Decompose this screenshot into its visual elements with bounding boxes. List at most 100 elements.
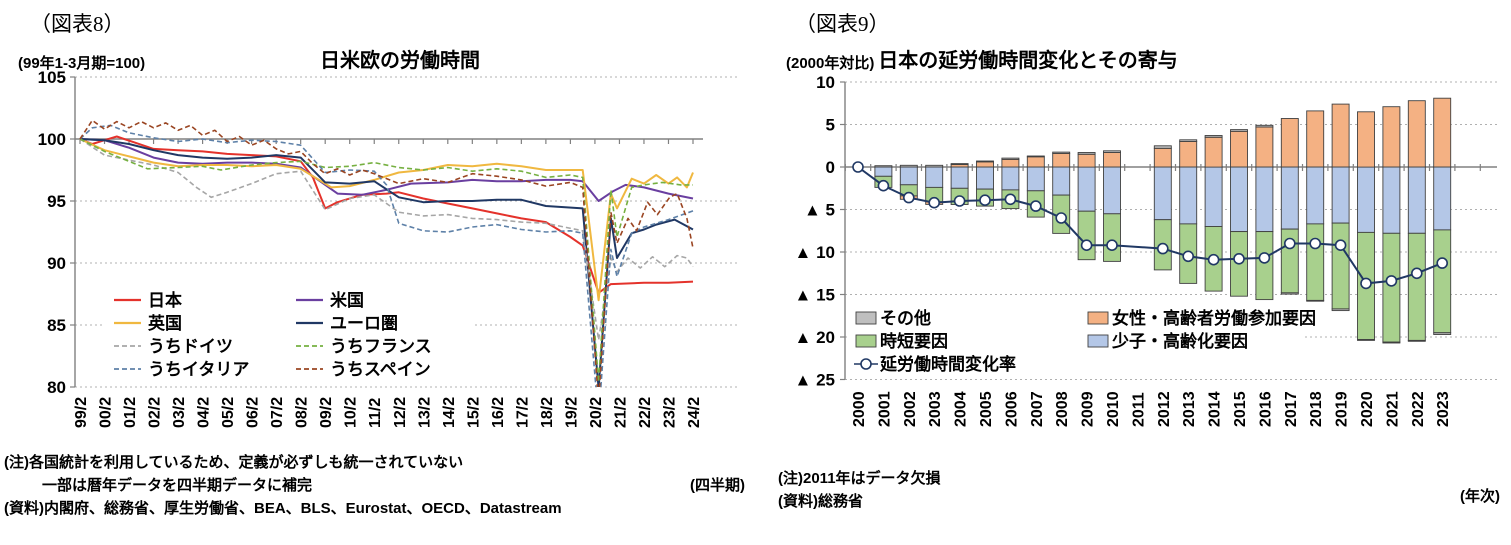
series-line-うちドイツ [79, 138, 694, 341]
y-axis-label-85: 85 [47, 316, 66, 335]
bar-segment-その他-2021 [1382, 341, 1401, 344]
bar-segment-少子・高齢化要因-2009 [1077, 166, 1096, 212]
bar-segment-少子・高齢化要因-2014 [1204, 166, 1223, 227]
x-axis-label-2009: 2009 [1080, 391, 1097, 427]
x-axis-label-15/2: 15/2 [465, 397, 482, 428]
y-axis-label-10: 10 [816, 73, 835, 92]
bar-segment-少子・高齢化要因-2008 [1052, 166, 1071, 196]
y-axis-label-105: 105 [38, 68, 66, 87]
bar-segment-その他-2022 [1407, 339, 1426, 342]
bar-segment-女性・高齢者労働参加要因-2019 [1331, 103, 1350, 168]
legend-label-時短要因: 時短要因 [880, 331, 948, 351]
line-marker [1334, 239, 1347, 251]
bar-segment-少子・高齢化要因-2023 [1433, 166, 1452, 231]
x-axis-label-04/2: 04/2 [196, 397, 213, 428]
x-axis-label-2017: 2017 [1283, 391, 1300, 427]
x-axis-label-19/2: 19/2 [563, 397, 580, 428]
bar-segment-少子・高齢化要因-2016 [1255, 166, 1274, 233]
bar-segment-その他-2015 [1230, 129, 1248, 132]
figure9-label: （図表9） [795, 12, 890, 36]
x-axis-label-02/2: 02/2 [147, 397, 164, 428]
x-axis-label-2008: 2008 [1054, 391, 1071, 427]
legend-label-英国: 英国 [148, 313, 182, 333]
bar-segment-その他-2013 [1179, 139, 1198, 142]
bar-segment-その他-2005 [976, 160, 994, 163]
figure9-yaxis-unit-note: (2000年対比) [786, 55, 875, 72]
bar-segment-女性・高齢者労働参加要因-2015 [1230, 130, 1248, 168]
bar-segment-女性・高齢者労働参加要因-2020 [1357, 111, 1375, 168]
line-marker [1410, 267, 1423, 280]
bar-segment-女性・高齢者労働参加要因-2013 [1179, 141, 1198, 168]
x-axis-label-2002: 2002 [902, 391, 919, 427]
y-axis-label-80: 80 [47, 378, 66, 397]
y-axis-label-100: 100 [38, 130, 66, 149]
x-axis-label-09/2: 09/2 [318, 397, 335, 428]
figure9-note-1: (注)2011年はデータ欠損 [778, 470, 941, 487]
y-axis-label--5: ▲ 5 [804, 201, 835, 220]
line-marker [979, 194, 991, 206]
x-axis-label-2006: 2006 [1003, 391, 1020, 427]
figure9-source-note: (資料)総務省 [778, 493, 863, 510]
line-marker [1080, 239, 1093, 251]
bar-segment-少子・高齢化要因-2007 [1026, 166, 1045, 192]
y-axis-label-5: 5 [826, 116, 835, 135]
line-marker [953, 195, 966, 207]
line-marker [1360, 277, 1372, 290]
bar-segment-少子・高齢化要因-2015 [1230, 166, 1248, 233]
line-marker [1106, 239, 1118, 251]
bar-segment-少子・高齢化要因-2020 [1357, 166, 1375, 233]
legend-background [104, 288, 472, 382]
line-延労働時間変化率 [857, 166, 1443, 285]
figure8-line-chart: 105 100 95 90 85 80 99/2 00/2 01/2 02/2 03/2 04/2 05… [38, 68, 740, 428]
figure8-xaxis-unit-note: (四半期) [690, 477, 745, 494]
line-marker [1055, 212, 1068, 224]
x-axis-label-23/2: 23/2 [661, 397, 678, 428]
x-axis-label-2015: 2015 [1232, 391, 1249, 427]
legend-swatch-少子・高齢化要因 [1087, 334, 1109, 348]
bar-segment-少子・高齢化要因-2013 [1179, 166, 1198, 225]
bar-segment-女性・高齢者労働参加要因-2023 [1433, 97, 1452, 168]
line-marker [877, 179, 890, 192]
line-marker [1156, 242, 1169, 255]
series-line-ユーロ圏 [79, 138, 694, 387]
figure8-title: 日米欧の労働時間 [320, 50, 480, 72]
bar-segment-その他-2023 [1433, 332, 1452, 335]
legend-label-ユーロ圏: ユーロ圏 [330, 314, 398, 333]
x-axis-label-01/2: 01/2 [122, 397, 139, 428]
bar-segment-その他-2004 [950, 163, 969, 165]
bar-segment-少子・高齢化要因-2021 [1382, 166, 1401, 234]
bar-segment-その他-2016 [1255, 124, 1274, 128]
bar-segment-女性・高齢者労働参加要因-2010 [1103, 152, 1121, 168]
x-axis-label-05/2: 05/2 [220, 397, 237, 428]
bar-segment-その他-2006 [1001, 157, 1020, 160]
line-marker [903, 191, 915, 204]
bar-segment-その他-2002 [899, 164, 918, 168]
x-axis-label-22/2: 22/2 [637, 397, 654, 428]
line-marker [1182, 250, 1195, 263]
bar-segment-女性・高齢者労働参加要因-2007 [1026, 156, 1045, 168]
bar-segment-その他-2010 [1103, 150, 1121, 153]
x-axis-label-2001: 2001 [876, 391, 893, 427]
y-axis-label-90: 90 [47, 254, 66, 273]
bar-segment-女性・高齢者労働参加要因-2008 [1052, 152, 1071, 168]
x-axis-label-2023: 2023 [1435, 391, 1452, 427]
line-marker [1283, 237, 1296, 250]
bar-segment-時短要因-2022 [1407, 232, 1426, 341]
bar-segment-その他-2017 [1280, 292, 1299, 295]
bar-segment-時短要因-2010 [1103, 213, 1121, 262]
bar-segment-少子・高齢化要因-2001 [874, 166, 893, 177]
bar-segment-時短要因-2018 [1306, 223, 1325, 301]
x-axis-label-2000: 2000 [851, 391, 868, 427]
x-axis-label-18/2: 18/2 [539, 397, 556, 428]
line-marker [1004, 193, 1017, 206]
x-axis-label-11/2: 11/2 [367, 398, 384, 428]
bar-segment-少子・高齢化要因-2018 [1306, 166, 1325, 225]
x-axis-label-2012: 2012 [1156, 391, 1173, 427]
legend-marker-延労働時間変化率 [860, 358, 872, 370]
x-axis-label-99/2: 99/2 [73, 397, 90, 428]
figure9-title: 日本の延労働時間変化とその寄与 [878, 50, 1178, 72]
x-axis-label-07/2: 07/2 [269, 397, 286, 428]
bar-segment-その他-2008 [1052, 151, 1071, 154]
series-line-うちイタリア [79, 124, 694, 387]
